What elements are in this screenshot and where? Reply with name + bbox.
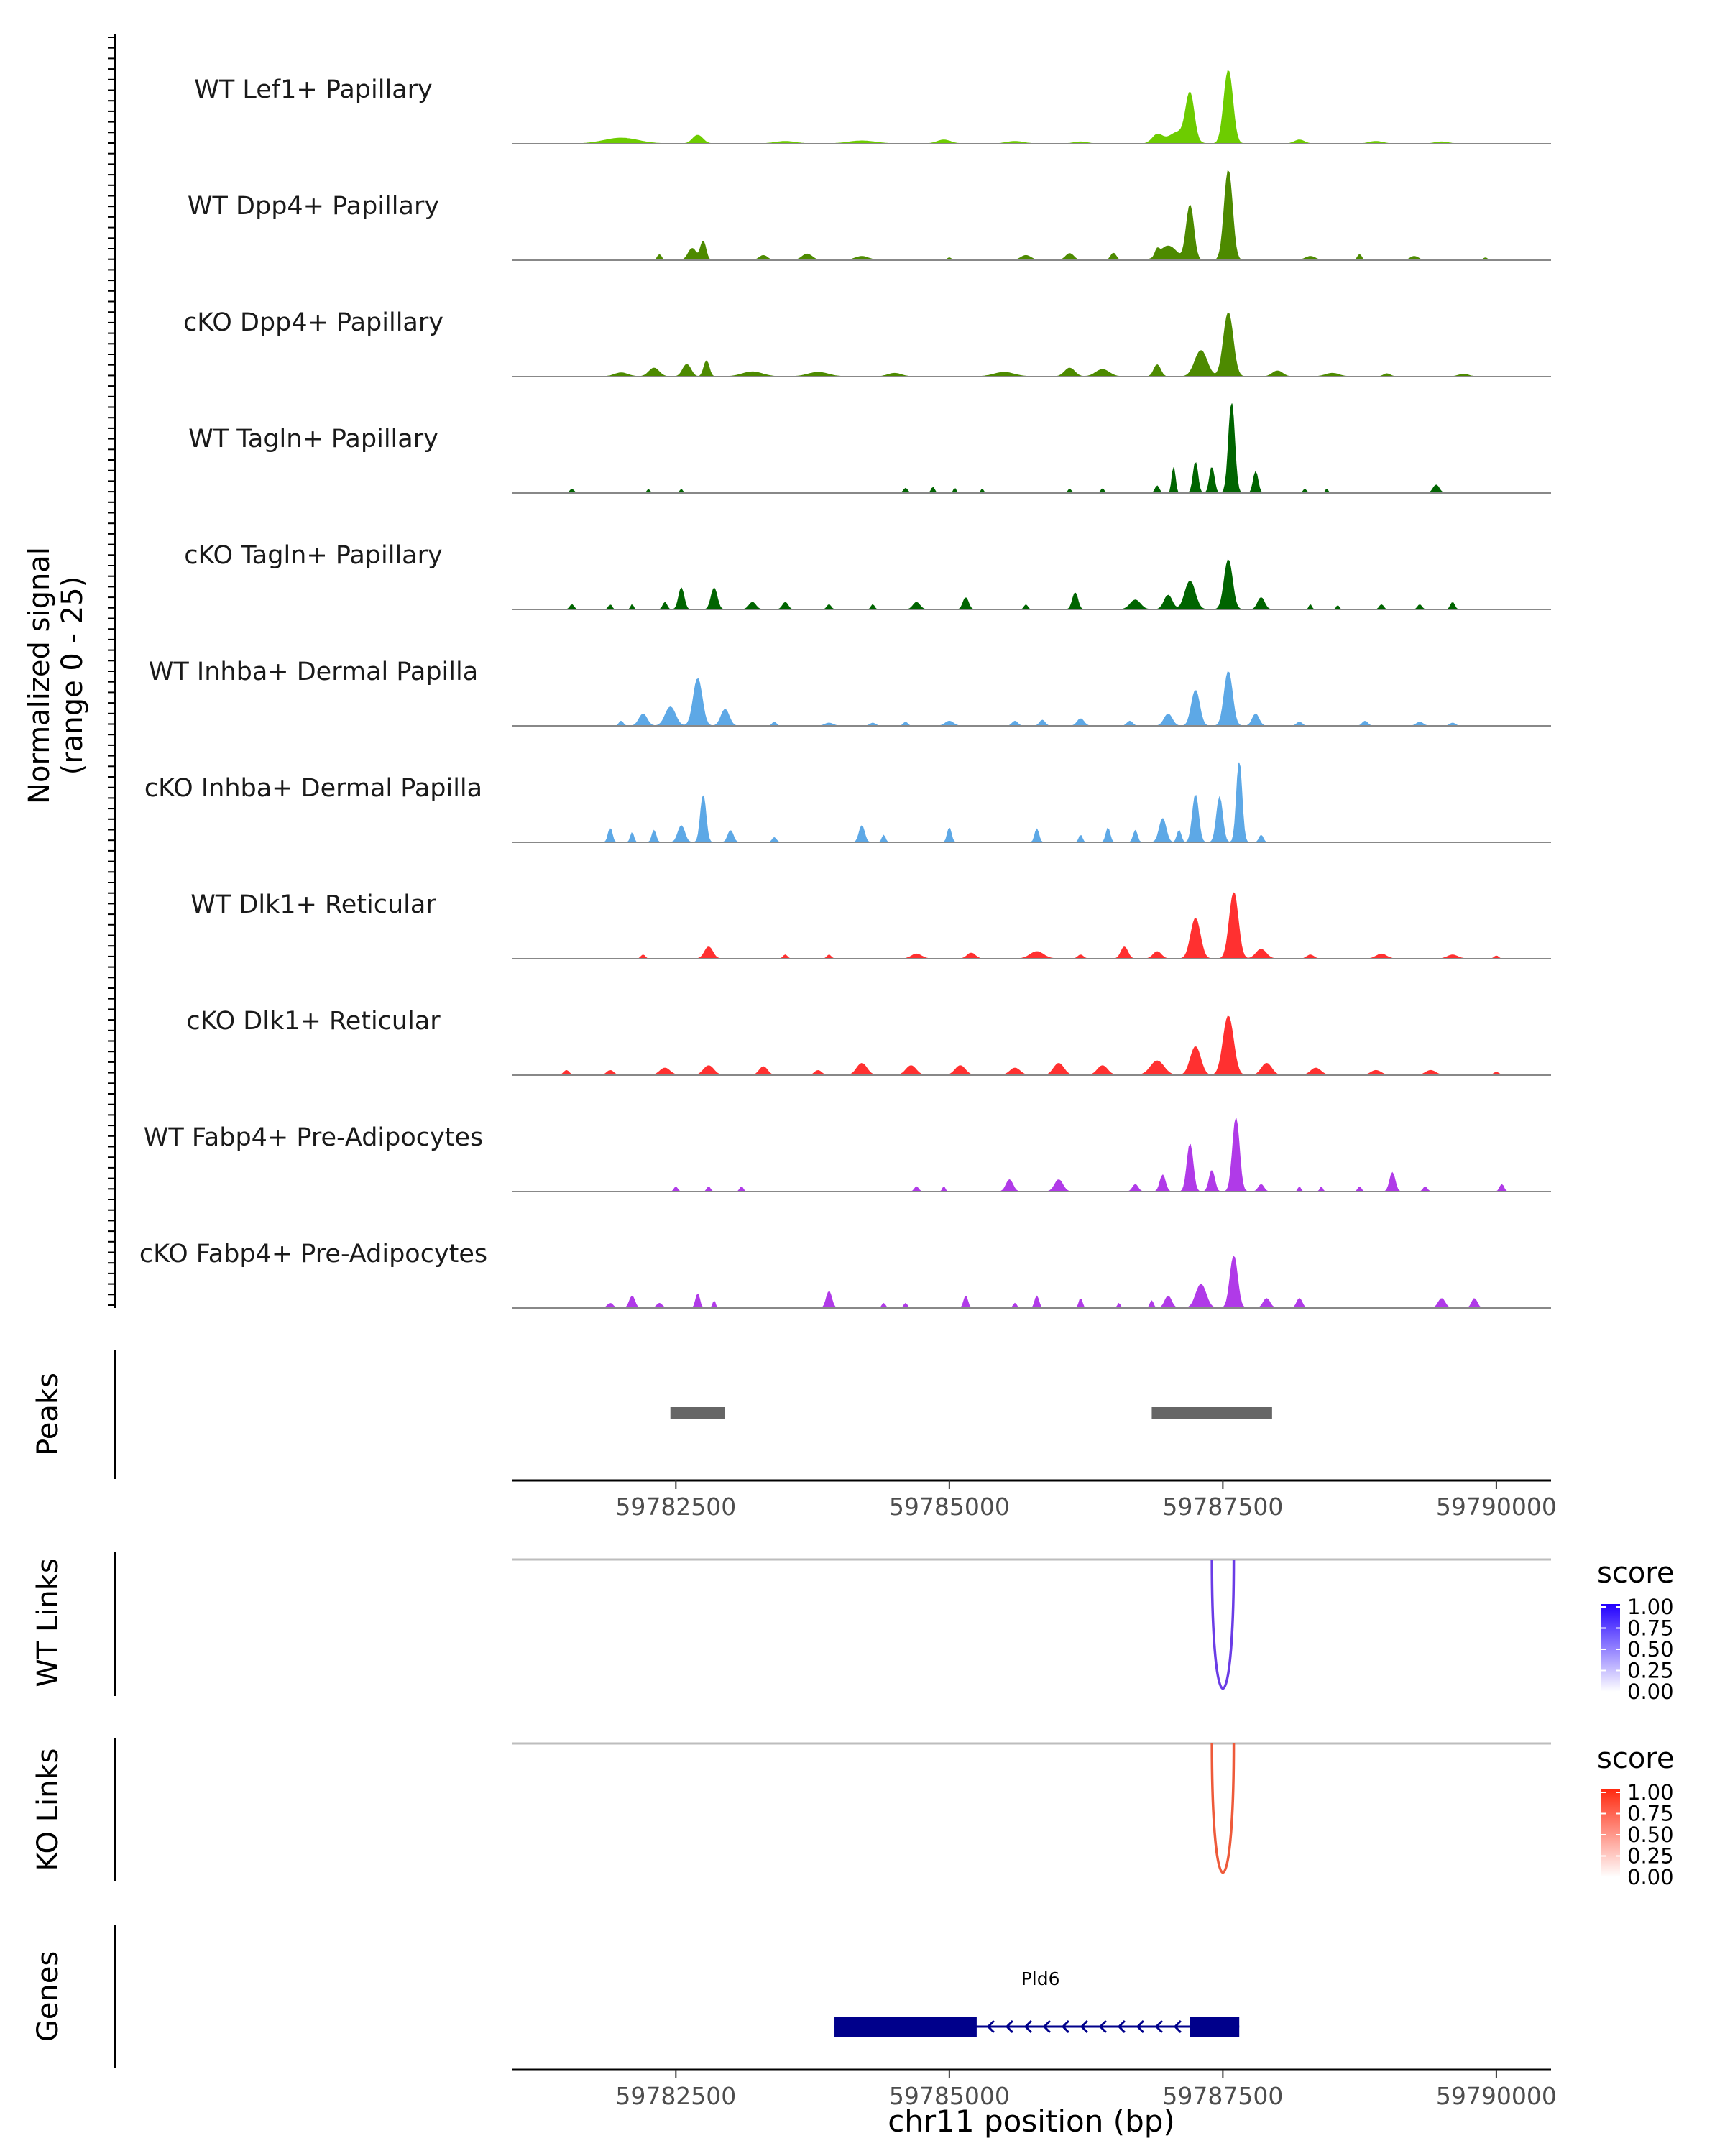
peaks-track-label: Peaks [32, 1373, 65, 1456]
track-label: WT Lef1+ Papillary [194, 75, 433, 104]
x-axis-title: chr11 position (bp) [888, 2104, 1175, 2139]
track-signal-area [512, 403, 1551, 494]
strand-arrow [1042, 2019, 1051, 2034]
genes-track-label: Genes [32, 1951, 65, 2042]
signal-axis-ticks [108, 34, 116, 1308]
strand-arrow [1117, 2019, 1126, 2034]
track-5: cKO Tagln+ Papillary [184, 541, 1551, 610]
strand-arrow [1005, 2019, 1013, 2034]
legend-tick-label: 1.00 [1627, 1780, 1674, 1805]
x-tick-label: 59785000 [889, 2082, 1010, 2110]
track-4: WT Tagln+ Papillary [188, 403, 1551, 494]
x-axis-bottom-ticks: 59782500 59785000 59787500 59790000 [615, 2070, 1557, 2110]
strand-arrow [1024, 2019, 1032, 2034]
track-label: cKO Inhba+ Dermal Papilla [144, 774, 482, 803]
wt-score-colorbar [1601, 1604, 1620, 1692]
strand-arrow [1080, 2019, 1088, 2034]
legend-tick-label: 0.75 [1627, 1616, 1674, 1641]
track-label: cKO Dpp4+ Papillary [183, 308, 443, 337]
legend-tick-label: 0.75 [1627, 1802, 1674, 1826]
track-label: WT Dpp4+ Papillary [188, 192, 439, 221]
track-10: WT Fabp4+ Pre-Adipocytes [144, 1118, 1551, 1192]
track-signal-area [512, 170, 1551, 261]
strand-arrow [986, 2019, 995, 2034]
legend-tick-label: 0.25 [1627, 1844, 1674, 1869]
x-tick-label: 59790000 [1436, 2082, 1557, 2110]
x-tick-label: 59782500 [615, 1493, 736, 1521]
wt-score-legend-title: score [1597, 1557, 1674, 1590]
legend-tick-label: 0.50 [1627, 1637, 1674, 1662]
ko-link-arc [1210, 1743, 1236, 1874]
track-6: WT Inhba+ Dermal Papilla [149, 658, 1551, 727]
strand-arrow [1098, 2019, 1107, 2034]
strand-arrow [1136, 2019, 1144, 2034]
legend-tick-label: 0.25 [1627, 1659, 1674, 1683]
track-label: WT Fabp4+ Pre-Adipocytes [144, 1123, 483, 1152]
track-signal-area [512, 70, 1551, 144]
gene-exon-2 [1190, 2017, 1240, 2037]
track-9: cKO Dlk1+ Reticular [186, 1007, 1551, 1076]
ko-score-colorbar [1601, 1789, 1620, 1877]
track-11: cKO Fabp4+ Pre-Adipocytes [139, 1240, 1551, 1309]
track-signal-area [512, 1255, 1551, 1309]
ko-links-track: KO Links score 1.000.750.500.250.00 [32, 1738, 1674, 1889]
track-label: cKO Dlk1+ Reticular [186, 1007, 441, 1036]
strand-arrow [1154, 2019, 1163, 2034]
x-tick-label: 59787500 [1162, 1493, 1283, 1521]
track-3: cKO Dpp4+ Papillary [183, 308, 1551, 377]
ko-score-legend: score 1.000.750.500.250.00 [1597, 1742, 1674, 1889]
peak-region-1 [670, 1407, 725, 1419]
track-label: WT Tagln+ Papillary [188, 425, 438, 453]
gene-model-pld6 [834, 2017, 1240, 2037]
wt-links-track-label: WT Links [32, 1558, 65, 1687]
genes-track: Genes Pld6 [32, 1925, 1240, 2068]
track-signal-area [512, 671, 1551, 727]
x-tick-label: 59782500 [615, 2082, 736, 2110]
x-tick-label: 59787500 [1162, 2082, 1283, 2110]
legend-tick-label: 1.00 [1627, 1595, 1674, 1619]
track-signal-area [512, 559, 1551, 610]
x-tick-label: 59790000 [1436, 1493, 1557, 1521]
track-label: cKO Tagln+ Papillary [184, 541, 443, 570]
gene-name-label: Pld6 [1021, 1968, 1060, 1989]
x-axis-bottom: 59782500 59785000 59787500 59790000 chr11 p… [512, 2068, 1557, 2139]
wt-score-legend-ticks: 1.000.750.500.250.00 [1601, 1595, 1674, 1704]
track-signal-area [512, 1015, 1551, 1076]
track-signal-area [512, 762, 1551, 843]
track-signal-area [512, 1118, 1551, 1192]
track-signal-area [512, 312, 1551, 377]
wt-links-track: WT Links score 1.000.750.500.250.00 [32, 1552, 1674, 1704]
coverage-tracks: WT Lef1+ Papillary WT Dpp4+ Papillary cKO … [139, 70, 1551, 1309]
ko-score-legend-ticks: 1.000.750.500.250.00 [1601, 1780, 1674, 1889]
track-signal-area [512, 892, 1551, 959]
ko-links-track-label: KO Links [32, 1749, 65, 1871]
track-7: cKO Inhba+ Dermal Papilla [144, 762, 1551, 843]
legend-tick-label: 0.00 [1627, 1865, 1674, 1889]
legend-tick-label: 0.50 [1627, 1823, 1674, 1847]
x-axis-top-ticks: 59782500 59785000 59787500 59790000 [615, 1480, 1557, 1521]
track-label: WT Inhba+ Dermal Papilla [149, 658, 478, 686]
track-2: WT Dpp4+ Papillary [188, 170, 1551, 261]
track-label: cKO Fabp4+ Pre-Adipocytes [139, 1240, 487, 1268]
peak-region-2 [1151, 1407, 1272, 1419]
ko-score-legend-title: score [1597, 1742, 1674, 1775]
signal-axis-label: Normalized signal (range 0 - 25) [23, 547, 89, 804]
signal-axis-label-line1: Normalized signal [23, 547, 56, 804]
strand-arrow [1173, 2019, 1182, 2034]
x-axis-top: 59782500 59785000 59787500 59790000 [512, 1479, 1557, 1521]
strand-arrow [1061, 2019, 1070, 2034]
wt-score-legend: score 1.000.750.500.250.00 [1597, 1557, 1674, 1704]
peak-regions [670, 1407, 1272, 1419]
legend-tick-label: 0.00 [1627, 1680, 1674, 1704]
x-tick-label: 59785000 [889, 1493, 1010, 1521]
signal-axis-label-line2: (range 0 - 25) [56, 576, 89, 775]
track-label: WT Dlk1+ Reticular [190, 890, 436, 919]
track-8: WT Dlk1+ Reticular [190, 890, 1551, 959]
track-1: WT Lef1+ Papillary [194, 70, 1551, 144]
gene-exon-1 [834, 2017, 977, 2037]
wt-link-arc [1210, 1559, 1236, 1690]
peaks-track: Peaks [32, 1350, 1272, 1479]
